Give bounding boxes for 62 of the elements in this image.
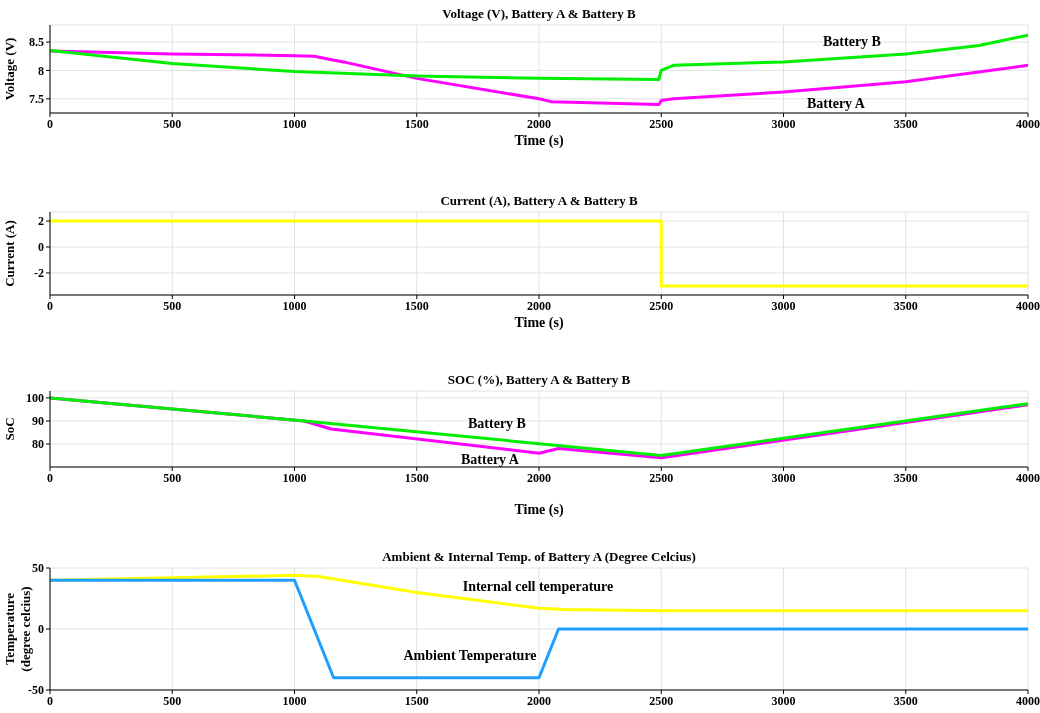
x-tick-label: 3500 (893, 116, 918, 131)
chart-title: Ambient & Internal Temp. of Battery A (Degree Celcius) (381, 549, 697, 565)
x-tick-label: 2500 (649, 470, 674, 485)
x-tick-label: 500 (163, 298, 182, 313)
x-tick-label: 3000 (771, 693, 796, 708)
x-tick-label: 1000 (282, 116, 307, 131)
y-tick-label: 8.5 (29, 35, 44, 50)
y-tick-label: 0 (38, 622, 44, 637)
y-axis-title: Voltage (V) (2, 37, 17, 101)
x-tick-label: 1500 (404, 470, 429, 485)
series-label: Internal cell temperature (461, 579, 615, 595)
chart-title: Current (A), Battery A & Battery B (439, 193, 639, 209)
y-tick-label: 50 (32, 561, 44, 576)
x-tick-label: 500 (163, 116, 182, 131)
x-tick-label: 3500 (893, 470, 918, 485)
series-label: Ambient Temperature (402, 648, 538, 664)
y-tick-label: 2 (38, 214, 44, 229)
series-label: Battery A (460, 452, 520, 468)
line-series (50, 33, 1028, 81)
x-tick-label: 3500 (893, 693, 918, 708)
y-tick-label: 0 (38, 240, 44, 255)
x-tick-label: 3000 (771, 116, 796, 131)
x-tick-label: 4000 (1016, 470, 1040, 485)
chart-title: Voltage (V), Battery A & Battery B (441, 6, 637, 22)
x-tick-label: 3000 (771, 298, 796, 313)
x-axis-title: Time (s) (513, 315, 565, 331)
x-tick-label: 1500 (404, 693, 429, 708)
x-tick-label: 4000 (1016, 298, 1040, 313)
x-tick-label: 2500 (649, 298, 674, 313)
series-label: Battery B (822, 34, 882, 50)
y-axis-title: Temperature (degree celcius) (2, 586, 33, 672)
x-tick-label: 2000 (527, 693, 551, 708)
y-tick-label: 90 (32, 414, 44, 429)
x-tick-label: 2500 (649, 116, 674, 131)
x-tick-label: 1000 (282, 470, 307, 485)
x-tick-label: 2500 (649, 693, 674, 708)
x-tick-label: 2000 (527, 116, 551, 131)
y-tick-label: 8 (38, 63, 44, 78)
x-tick-label: 3000 (771, 470, 796, 485)
x-tick-label: 4000 (1016, 116, 1040, 131)
x-tick-label: 1500 (404, 298, 429, 313)
x-tick-label: 4000 (1016, 693, 1040, 708)
x-tick-label: 1500 (404, 116, 429, 131)
chart-title: SOC (%), Battery A & Battery B (446, 372, 632, 388)
x-tick-label: 500 (163, 470, 182, 485)
y-axis-title: Current (A) (2, 220, 17, 287)
series-label: Battery B (467, 416, 527, 432)
y-tick-label: 7.5 (29, 92, 44, 107)
x-tick-label: 2000 (527, 298, 551, 313)
x-tick-label: 2000 (527, 470, 551, 485)
x-axis-title: Time (s) (513, 133, 565, 149)
x-tick-label: 1000 (282, 693, 307, 708)
series-label: Battery A (806, 96, 866, 112)
y-tick-label: 100 (26, 391, 44, 406)
x-tick-label: 3500 (893, 298, 918, 313)
x-tick-label: 1000 (282, 298, 307, 313)
x-axis-title: Time (s) (513, 502, 565, 518)
y-tick-label: -50 (28, 683, 44, 698)
y-axis-title: SoC (2, 417, 17, 441)
y-tick-label: 80 (32, 437, 44, 452)
x-tick-label: 500 (163, 693, 182, 708)
y-tick-label: -2 (34, 266, 44, 281)
